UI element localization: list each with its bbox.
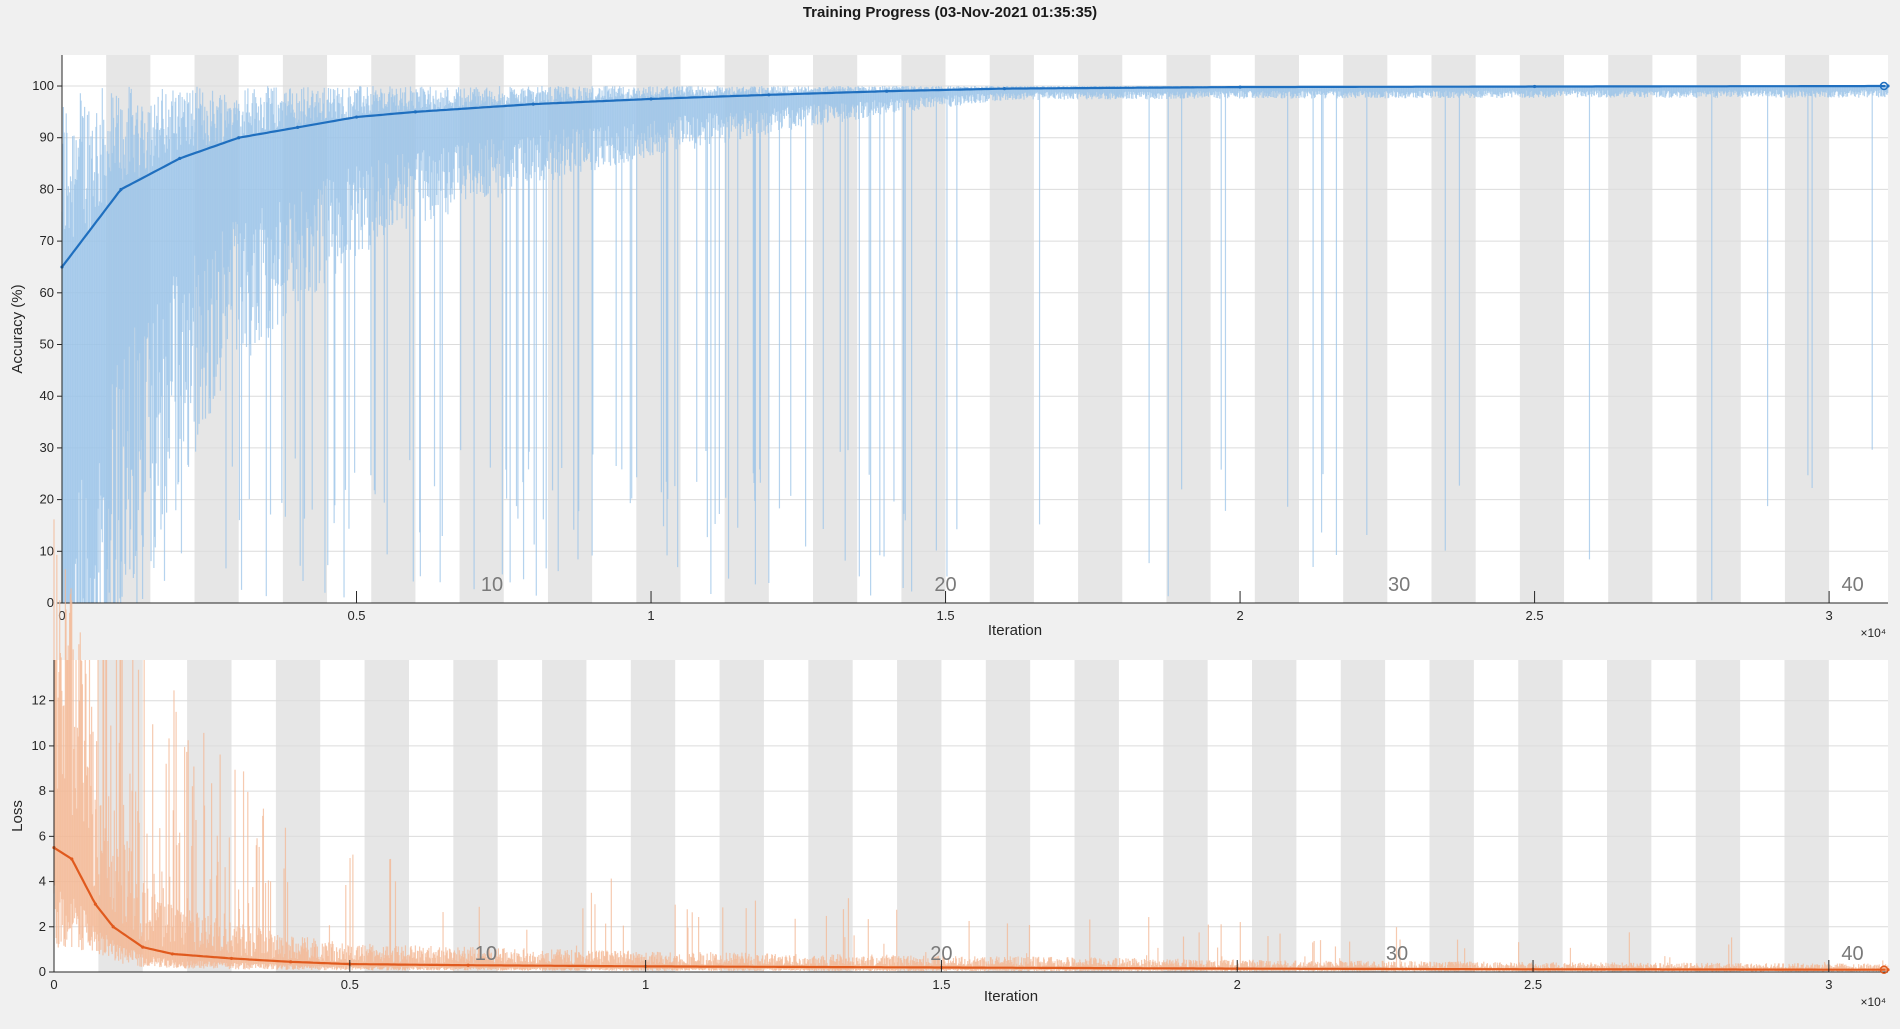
epoch-label: 40 bbox=[1842, 574, 1864, 596]
epoch-band bbox=[1075, 660, 1119, 972]
epoch-band bbox=[365, 660, 409, 972]
epoch-band bbox=[1785, 55, 1829, 603]
epoch-band bbox=[1341, 660, 1385, 972]
epoch-band bbox=[813, 55, 857, 603]
series-point bbox=[237, 136, 240, 139]
x-exponent-label: ×10⁴ bbox=[1860, 626, 1886, 640]
epoch-band bbox=[1252, 660, 1296, 972]
x-tick-label: 1.5 bbox=[937, 608, 955, 623]
x-tick-label: 0.5 bbox=[347, 608, 365, 623]
epoch-band bbox=[1163, 660, 1207, 972]
y-tick-label: 40 bbox=[40, 388, 54, 403]
figure-title: Training Progress (03-Nov-2021 01:35:35) bbox=[803, 4, 1097, 21]
series-point bbox=[885, 90, 888, 93]
y-tick-label: 20 bbox=[40, 492, 54, 507]
epoch-band bbox=[720, 660, 764, 972]
series-point bbox=[1003, 87, 1006, 90]
epoch-band bbox=[1078, 55, 1122, 603]
x-tick-label: 1 bbox=[647, 608, 654, 623]
epoch-label: 30 bbox=[1388, 574, 1410, 596]
epoch-band bbox=[1432, 55, 1476, 603]
epoch-band bbox=[453, 660, 497, 972]
series-point bbox=[649, 97, 652, 100]
epoch-band bbox=[1697, 55, 1741, 603]
series-point bbox=[767, 93, 770, 96]
epoch-band bbox=[1255, 55, 1299, 603]
epoch-band bbox=[276, 660, 320, 972]
series-point bbox=[355, 115, 358, 118]
epoch-band bbox=[542, 660, 586, 972]
epoch-band bbox=[897, 660, 941, 972]
epoch-band bbox=[1696, 660, 1740, 972]
x-tick-label: 2 bbox=[1236, 608, 1243, 623]
epoch-band bbox=[1607, 660, 1651, 972]
epoch-band bbox=[808, 660, 852, 972]
y-tick-label: 0 bbox=[47, 595, 54, 610]
epoch-band bbox=[1518, 660, 1562, 972]
y-tick-label: 90 bbox=[40, 130, 54, 145]
series-point bbox=[178, 157, 181, 160]
epoch-band bbox=[1343, 55, 1387, 603]
y-tick-label: 80 bbox=[40, 181, 54, 196]
series-point bbox=[1533, 85, 1536, 88]
y-tick-label: 100 bbox=[32, 78, 54, 93]
epoch-band bbox=[1784, 660, 1828, 972]
accuracy-y-axis-title: Accuracy (%) bbox=[9, 284, 26, 373]
y-tick-label: 70 bbox=[40, 233, 54, 248]
accuracy-x-axis-title: Iteration bbox=[988, 622, 1042, 639]
y-tick-label: 50 bbox=[40, 337, 54, 352]
y-tick-label: 10 bbox=[40, 543, 54, 558]
epoch-band bbox=[1520, 55, 1564, 603]
series-point bbox=[296, 126, 299, 129]
epoch-band bbox=[725, 55, 769, 603]
x-tick-label: 2.5 bbox=[1526, 608, 1544, 623]
y-tick-label: 30 bbox=[40, 440, 54, 455]
series-point bbox=[119, 188, 122, 191]
y-tick-label: 60 bbox=[40, 285, 54, 300]
epoch-label: 20 bbox=[934, 574, 956, 596]
epoch-band bbox=[1430, 660, 1474, 972]
epoch-band bbox=[1608, 55, 1652, 603]
epoch-band bbox=[990, 55, 1034, 603]
epoch-label: 10 bbox=[481, 574, 503, 596]
epoch-band bbox=[1166, 55, 1210, 603]
series-point bbox=[532, 103, 535, 106]
series-point bbox=[414, 110, 417, 113]
epoch-band bbox=[901, 55, 945, 603]
epoch-band bbox=[631, 660, 675, 972]
series-point bbox=[1238, 85, 1241, 88]
x-tick-label: 3 bbox=[1825, 608, 1832, 623]
